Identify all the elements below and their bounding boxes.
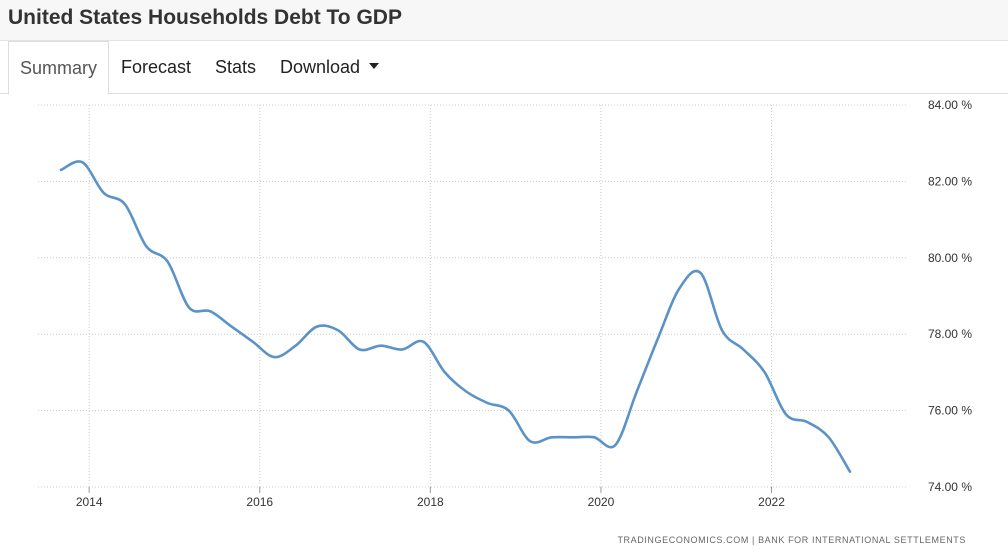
title-bar: United States Households Debt To GDP — [0, 0, 1008, 41]
tab-forecast[interactable]: Forecast — [121, 57, 192, 77]
x-tick-label: 2020 — [588, 495, 615, 509]
tab-bar: Summary Forecast Stats Download — [0, 41, 1008, 95]
chart-credit: TRADINGECONOMICS.COM | BANK FOR INTERNAT… — [617, 535, 966, 545]
y-tick-label: 84.00 % — [928, 98, 972, 112]
x-tick-label: 2016 — [246, 495, 273, 509]
x-tick-label: 2022 — [758, 495, 785, 509]
tab-stats[interactable]: Stats — [215, 57, 257, 77]
chart-grid — [38, 104, 908, 488]
tab-download[interactable]: Download — [280, 41, 380, 94]
tab-summary[interactable]: Summary — [8, 41, 110, 95]
x-axis: 2014 2016 2018 2020 2022 — [76, 487, 785, 509]
y-tick-label: 74.00 % — [928, 480, 972, 494]
x-tick-label: 2014 — [76, 495, 103, 509]
caret-down-icon — [369, 63, 380, 70]
y-tick-label: 76.00 % — [928, 404, 972, 418]
series-line — [59, 160, 852, 473]
y-tick-label: 82.00 % — [928, 174, 972, 188]
x-tick-label: 2018 — [417, 495, 444, 509]
page-title: United States Households Debt To GDP — [8, 6, 402, 29]
y-tick-label: 80.00 % — [928, 251, 972, 265]
y-axis: 74.00 % 76.00 % 78.00 % 80.00 % 82.00 % 84.00… — [928, 98, 972, 494]
chart: 2014 2016 2018 2020 2022 74.00 % 76.00 % 78.00… — [38, 98, 972, 545]
y-tick-label: 78.00 % — [928, 327, 972, 341]
tab-download-label: Download — [280, 57, 361, 77]
